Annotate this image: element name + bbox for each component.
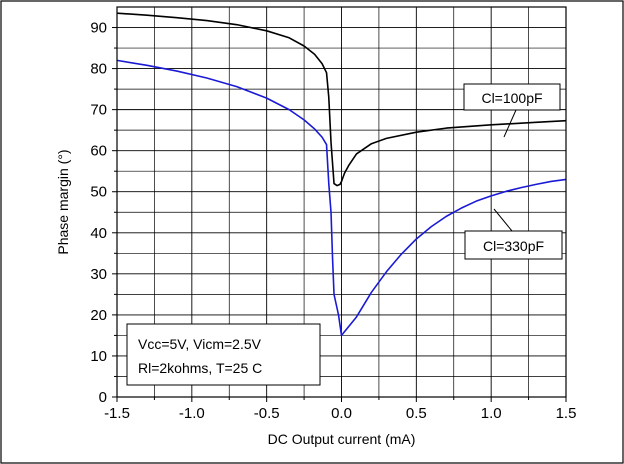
y-tick-labels: 0 10 20 30 40 50 60 70 80 90	[90, 20, 107, 406]
annotation-text-330pf: Cl=330pF	[483, 238, 544, 254]
annotation-text-100pf: Cl=100pF	[481, 90, 542, 106]
plot-frame	[116, 6, 567, 398]
x-tick-label: 0.5	[406, 405, 427, 422]
x-tick-labels: -1.5 -1.0 -0.5 0.0 0.5 1.0 1.5	[104, 405, 576, 422]
y-tick-label: 60	[90, 143, 107, 160]
y-tick-label: 50	[90, 184, 107, 201]
conditions-box-frame	[126, 323, 321, 386]
y-tick-label: 80	[90, 61, 107, 78]
y-tick-label: 10	[90, 348, 107, 365]
annotation-leader-100pf	[503, 109, 517, 138]
x-tick-label: 0.0	[331, 405, 352, 422]
y-tick-label: 0	[99, 389, 107, 406]
y-tick-label: 30	[90, 266, 107, 283]
series-line-cl-330pf	[116, 59, 567, 337]
y-tick-label: 90	[90, 20, 107, 37]
conditions-line-1: Vcc=5V, Vicm=2.5V	[138, 336, 262, 352]
x-tick-label: -1.5	[104, 405, 130, 422]
y-tick-label: 70	[90, 102, 107, 119]
annotation-cl-330pf: Cl=330pF	[464, 208, 563, 260]
y-tick-label: 20	[90, 307, 107, 324]
annotation-cl-100pf: Cl=100pF	[463, 83, 561, 138]
annotation-box-330pf	[464, 230, 563, 260]
annotation-leader-330pf	[493, 208, 513, 232]
series-line-cl-100pf	[116, 12, 567, 187]
y-tick-label: 40	[90, 225, 107, 242]
conditions-line-2: Rl=2kohms, T=25 C	[138, 360, 262, 376]
conditions-box: Vcc=5V, Vicm=2.5V Rl=2kohms, T=25 C	[126, 323, 321, 386]
x-tick-label: -1.0	[179, 405, 205, 422]
series-layer	[116, 12, 567, 337]
y-axis-label: Phase margin (°)	[55, 149, 71, 254]
x-tick-label: -0.5	[254, 405, 280, 422]
x-tick-label: 1.0	[481, 405, 502, 422]
annotation-box-100pf	[463, 83, 561, 111]
x-axis-label: DC Output current (mA)	[268, 431, 416, 447]
x-tick-label: 1.5	[556, 405, 577, 422]
